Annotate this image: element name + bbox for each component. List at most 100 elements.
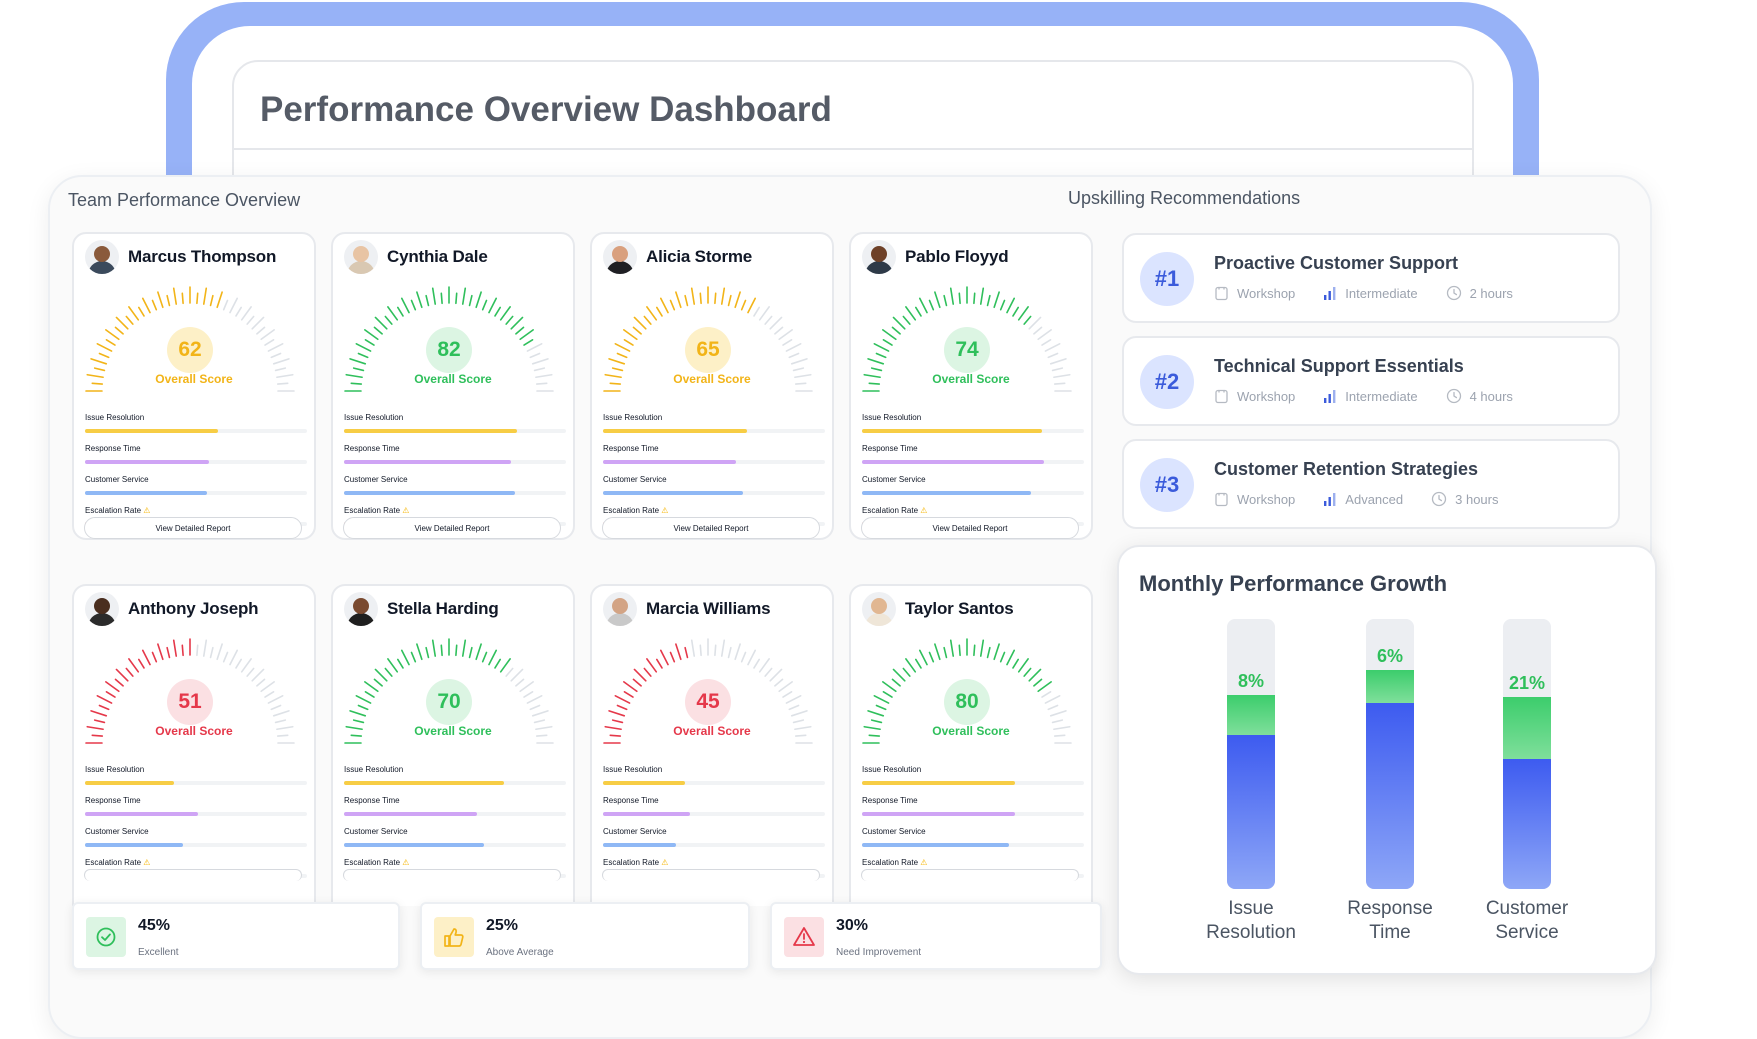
workshop-icon	[1214, 492, 1229, 507]
gauge-tick	[747, 297, 757, 314]
metric-label: Customer Service	[603, 474, 825, 486]
gauge-tick	[999, 299, 1006, 311]
gauge-tick	[614, 342, 631, 352]
employee-header: Marcia Williams	[603, 592, 771, 626]
avatar-body	[865, 613, 893, 626]
gauge-tick	[114, 326, 124, 335]
gauge-tick	[425, 294, 430, 307]
course-card[interactable]: #3 Customer Retention Strategies Workshop A…	[1122, 439, 1620, 529]
gauge-tick	[1047, 352, 1059, 359]
metric-track	[85, 429, 307, 433]
course-card[interactable]: #2 Technical Support Essentials Workshop In…	[1122, 336, 1620, 426]
view-report-button[interactable]: View Detailed Report	[84, 517, 302, 539]
view-report-button[interactable]	[602, 869, 820, 881]
course-format-text: Workshop	[1237, 285, 1296, 301]
gauge-tick	[764, 315, 773, 325]
gauge-tick	[623, 338, 634, 346]
gauge-tick	[1033, 678, 1043, 687]
metric-label: Response Time	[862, 443, 1084, 455]
gauge-tick	[794, 382, 807, 385]
course-format: Workshop	[1214, 492, 1295, 507]
metric-issue: Issue Resolution	[862, 412, 1084, 433]
employee-header: Alicia Storme	[603, 240, 752, 274]
monthly-growth-panel: Monthly Performance Growth 8% Issue Resolu…	[1117, 545, 1657, 975]
gauge-tick	[115, 316, 129, 330]
gauge-tick	[274, 719, 287, 724]
avatar-head	[871, 598, 887, 614]
metric-track	[862, 491, 1084, 495]
course-duration: 4 hours	[1446, 388, 1513, 404]
clock-icon	[1431, 491, 1447, 507]
course-level: Advanced	[1323, 492, 1403, 507]
employee-name: Stella Harding	[387, 599, 499, 618]
gauge-tick	[928, 299, 935, 311]
gauge-tick	[782, 338, 793, 346]
view-report-button[interactable]: View Detailed Report	[343, 517, 561, 539]
stat-card-improve: 30% Need Improvement	[770, 902, 1102, 970]
gauge-tick	[384, 667, 393, 677]
metric-label-text: Issue Resolution	[603, 413, 663, 422]
gauge-tick	[675, 291, 682, 309]
employee-card: Alicia Storme 65 Overall Score Issue Resolu…	[590, 232, 834, 540]
gauge-tick	[196, 292, 199, 305]
gauge-tick	[526, 694, 543, 704]
metric-label-text: Response Time	[85, 796, 141, 805]
metric-label: Issue Resolution	[603, 412, 825, 424]
metric-label: Escalation Rate ⚠	[862, 857, 1084, 869]
avatar	[85, 592, 119, 626]
gauge-tick	[505, 315, 514, 325]
gauge-tick	[943, 646, 948, 659]
gauge-tick	[1033, 326, 1043, 335]
gauge-tick	[202, 287, 208, 305]
employee-name: Marcus Thompson	[128, 247, 277, 266]
gauge-tick	[535, 382, 548, 385]
gauge-tick	[914, 306, 922, 317]
metric-issue: Issue Resolution	[85, 412, 307, 433]
gauge-tick	[455, 292, 458, 305]
view-report-button[interactable]	[343, 869, 561, 881]
course-title: Proactive Customer Support	[1214, 253, 1459, 273]
view-report-button[interactable]: View Detailed Report	[602, 517, 820, 539]
gauge-tick	[416, 291, 423, 309]
gauge-tick	[384, 315, 393, 325]
course-card[interactable]: #1 Proactive Customer Support Workshop Inte…	[1122, 233, 1620, 323]
gauge-tick	[461, 287, 467, 305]
employee-header: Taylor Santos	[862, 592, 1014, 626]
metric-label: Issue Resolution	[603, 764, 825, 776]
gauge-tick	[986, 294, 991, 307]
gauge-tick	[251, 668, 265, 682]
metric-fill	[603, 812, 690, 816]
gauge-tick	[141, 649, 151, 666]
gauge-tick	[863, 725, 881, 731]
metric-label-text: Customer Service	[85, 475, 149, 484]
metric-response: Response Time	[862, 795, 1084, 816]
employee-header: Marcus Thompson	[85, 240, 276, 274]
score-gauge	[862, 286, 1072, 392]
gauge-tick	[523, 690, 534, 698]
view-report-button[interactable]	[84, 869, 302, 881]
metric-fill	[344, 460, 511, 464]
gauge-tick	[166, 646, 171, 659]
gauge-tick	[416, 643, 423, 661]
view-report-button[interactable]	[861, 869, 1079, 881]
view-report-button[interactable]: View Detailed Report	[861, 517, 1079, 539]
gauge-tick	[246, 315, 255, 325]
gauge-tick	[1053, 382, 1066, 385]
gauge-tick	[519, 329, 534, 341]
metric-label: Response Time	[85, 795, 307, 807]
gauge-tick	[400, 297, 410, 314]
gauge-tick	[646, 306, 658, 321]
gauge-tick	[400, 649, 410, 666]
employee-name: Marcia Williams	[646, 599, 771, 618]
gauge-tick	[499, 306, 511, 321]
gauge-tick	[632, 678, 642, 687]
gauge-tick	[374, 316, 388, 330]
gauge-tick	[90, 710, 108, 717]
gauge-tick	[468, 294, 473, 307]
gauge-tick	[675, 643, 682, 661]
employee-card: Pablo Floyyd 74 Overall Score Issue Resolut…	[849, 232, 1093, 540]
gauge-tick	[455, 644, 458, 657]
metric-label-text: Issue Resolution	[603, 765, 663, 774]
gauge-tick	[633, 668, 647, 682]
gauge-tick	[632, 326, 642, 335]
